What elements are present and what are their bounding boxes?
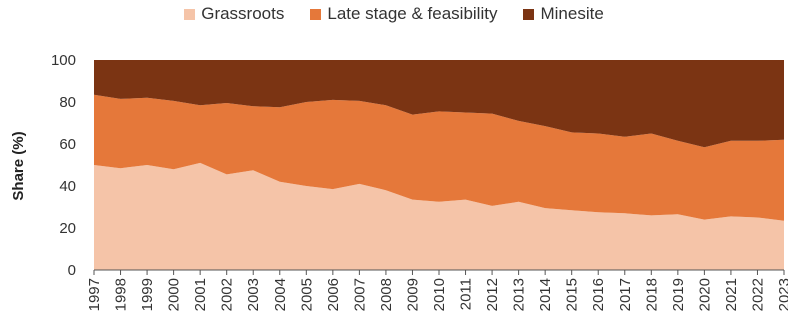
x-tick-label: 2007 <box>351 278 368 311</box>
area-late-stage <box>94 94 784 221</box>
legend-label-late-stage: Late stage & feasibility <box>327 4 498 23</box>
x-tick-label: 2012 <box>484 278 501 311</box>
x-tick-label: 2003 <box>245 278 262 311</box>
x-tick-label: 1999 <box>139 278 156 311</box>
x-tick-label: 2017 <box>617 278 634 311</box>
x-tick-label: 2019 <box>670 278 687 311</box>
legend-label-grassroots: Grassroots <box>201 4 285 23</box>
x-tick-label: 2004 <box>272 278 289 311</box>
y-tick-label: 80 <box>59 94 76 111</box>
legend-item-grassroots: Grassroots <box>184 4 284 24</box>
y-tick-label: 0 <box>68 262 76 279</box>
area-layers <box>94 60 784 270</box>
chart-legend: Grassroots Late stage & feasibility Mine… <box>0 4 788 24</box>
x-tick-label: 2023 <box>776 278 788 311</box>
area-minesite <box>94 60 784 148</box>
x-tick-label: 2013 <box>511 278 528 311</box>
x-tick-label: 2014 <box>537 278 554 311</box>
axes: 0 20 40 60 80 100 1997 1998 1999 2000 2001 2002 2003… <box>51 52 788 311</box>
legend-item-late-stage: Late stage & feasibility <box>310 4 497 24</box>
y-axis-label: Share (%) <box>10 131 27 200</box>
legend-swatch-grassroots <box>184 8 196 20</box>
x-tick-label: 2010 <box>431 278 448 311</box>
x-tick-label: 2011 <box>458 278 475 310</box>
x-tick-label: 2018 <box>643 278 660 311</box>
x-tick-label: 2016 <box>590 278 607 311</box>
x-tick-label: 1998 <box>113 278 130 311</box>
x-tick-label: 2021 <box>723 278 740 311</box>
x-tick-label: 2022 <box>749 278 766 311</box>
x-tick-label: 2005 <box>298 278 315 311</box>
y-tick-label: 60 <box>59 136 76 153</box>
y-tick-label: 20 <box>59 220 76 237</box>
legend-label-minesite: Minesite <box>540 4 604 23</box>
x-tick-label: 2015 <box>564 278 581 311</box>
x-tick-label: 2000 <box>166 278 183 311</box>
y-tick-label: 40 <box>59 178 76 195</box>
legend-item-minesite: Minesite <box>523 4 604 24</box>
x-tick-label: 2009 <box>404 278 421 311</box>
x-tick-label: 2006 <box>325 278 342 311</box>
x-tick-label: 2020 <box>696 278 713 311</box>
legend-swatch-late-stage <box>310 8 322 20</box>
area-grassroots <box>94 162 784 270</box>
y-tick-label: 100 <box>51 52 76 69</box>
x-tick-label: 2002 <box>219 278 236 311</box>
legend-swatch-minesite <box>523 8 535 20</box>
x-tick-label: 1997 <box>86 278 103 311</box>
x-tick-label: 2008 <box>378 278 395 311</box>
x-tick-label: 2001 <box>192 278 209 311</box>
